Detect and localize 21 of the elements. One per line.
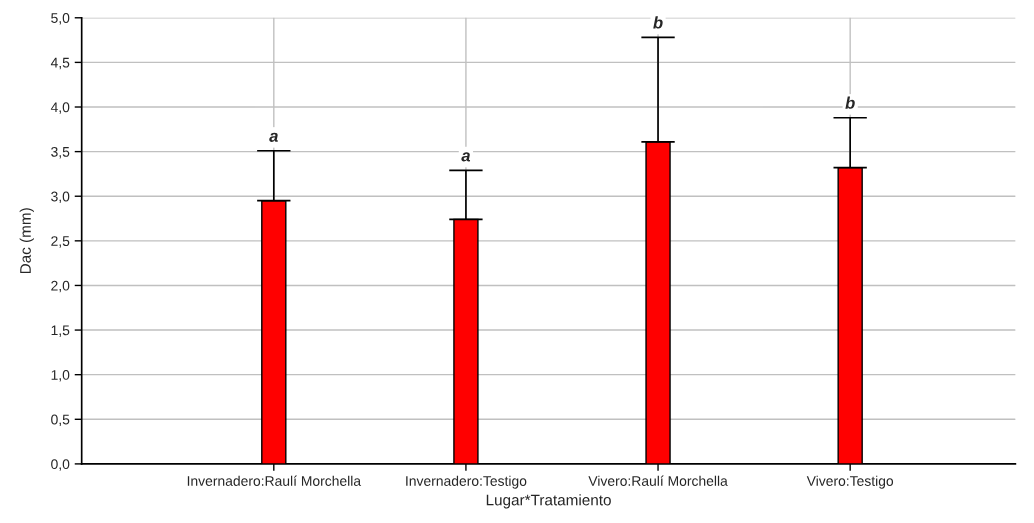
y-tick-label: 0,5 (51, 414, 70, 427)
y-axis-title: Dac (mm) (19, 208, 34, 274)
y-tick-label: 5,0 (51, 13, 70, 25)
y-tick-label: 0,0 (51, 459, 70, 471)
y-tick-label: 3,5 (51, 146, 70, 159)
x-tick-label: Invernadero:Testigo (406, 475, 527, 489)
y-tick-label: 1,5 (51, 325, 70, 337)
y-tick-label: 2,0 (51, 280, 70, 293)
y-tick-label: 3,0 (51, 191, 70, 204)
x-axis-title: Lugar*Tratamiento (486, 494, 611, 509)
x-tick-label: Vivero:Raulí Morchella (588, 475, 728, 486)
y-tick-label: 4,5 (50, 57, 70, 70)
annotation: a (269, 132, 278, 142)
annotation: a (461, 152, 471, 162)
annotation: b (845, 96, 855, 109)
x-tick-label: Invernadero:Raulí Morchella (187, 475, 362, 486)
y-tick-label: 4,0 (50, 102, 70, 114)
y-tick-label: 2,5 (51, 236, 70, 248)
y-tick-label: 1,0 (51, 370, 70, 382)
x-tick-label: Vivero:Testigo (806, 475, 894, 489)
annotation: b (653, 16, 663, 29)
